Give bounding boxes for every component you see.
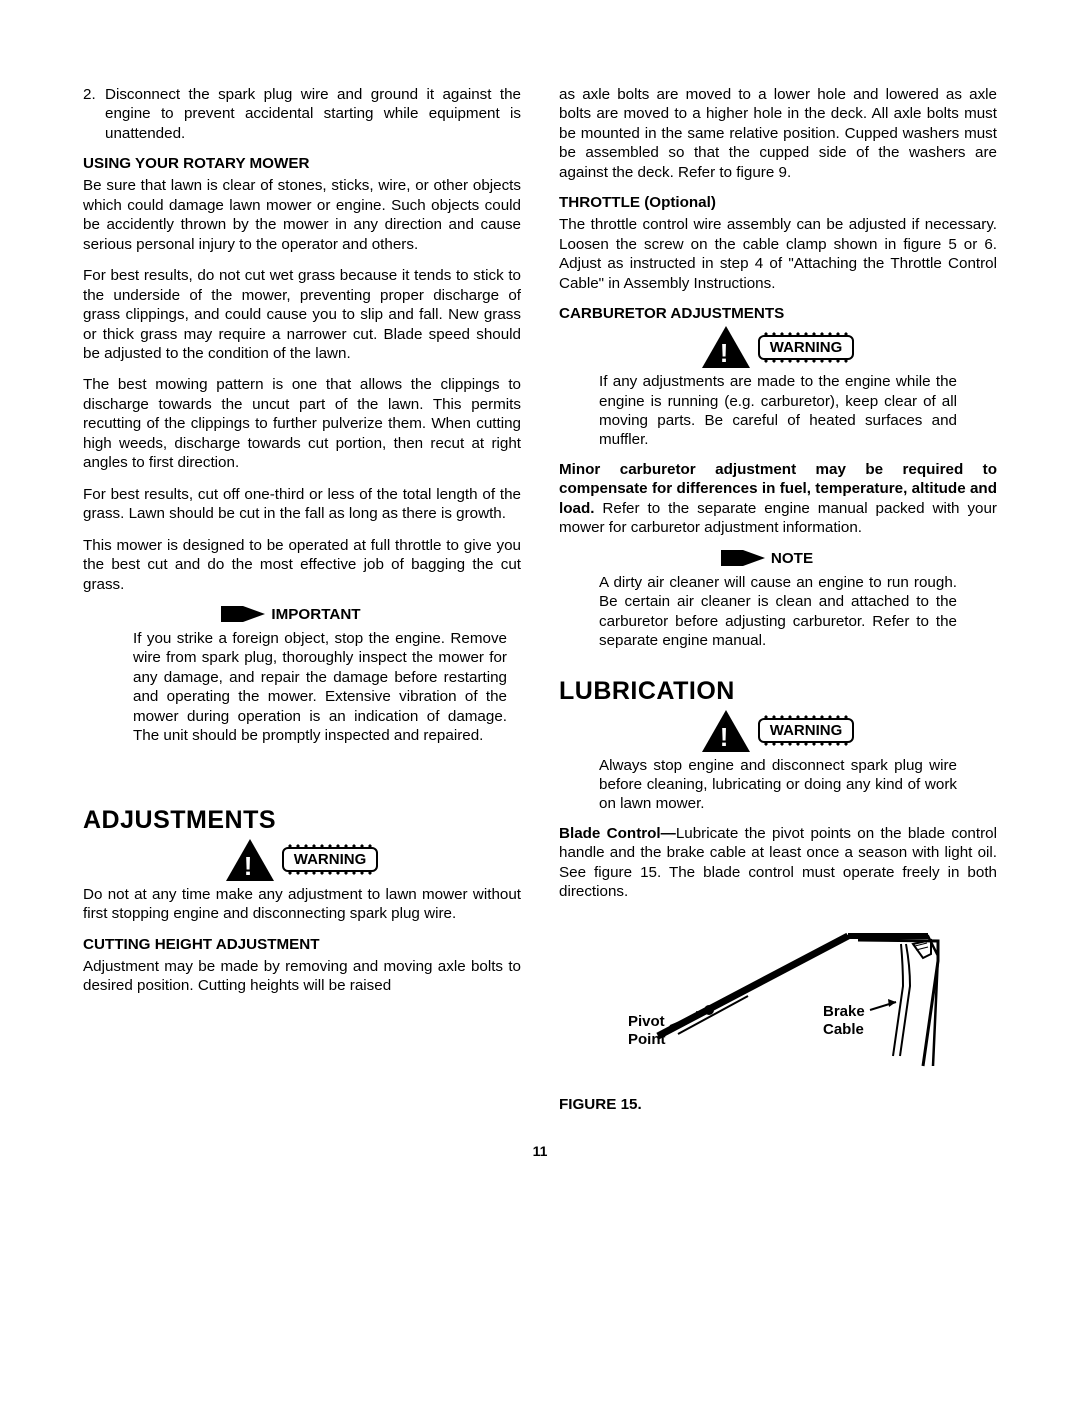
warning-banner: WARNING	[559, 710, 997, 752]
text: Refer to the separate engine manual pack…	[559, 500, 997, 536]
page-number: 11	[83, 1143, 997, 1159]
warning-banner: WARNING	[83, 839, 521, 881]
paragraph: Adjustment may be made by removing and m…	[83, 957, 521, 996]
svg-text:Brake: Brake	[823, 1003, 865, 1020]
warning-text: If any adjustments are made to the engin…	[599, 372, 957, 450]
heading-using: USING YOUR ROTARY MOWER	[83, 155, 521, 172]
heading-lubrication: LUBRICATION	[559, 677, 997, 706]
paragraph: The best mowing pattern is one that allo…	[83, 375, 521, 472]
warning-text: Do not at any time make any adjustment t…	[83, 885, 521, 924]
note-text: A dirty air cleaner will cause an engine…	[599, 573, 957, 651]
svg-text:Cable: Cable	[823, 1021, 864, 1038]
warning-label: WARNING	[758, 335, 855, 360]
svg-text:Point: Point	[628, 1031, 666, 1048]
paragraph: Be sure that lawn is clear of stones, st…	[83, 176, 521, 254]
heading-throttle: THROTTLE (Optional)	[559, 194, 997, 211]
important-callout: IMPORTANT	[83, 606, 521, 623]
heading-cutheight: CUTTING HEIGHT ADJUSTMENT	[83, 936, 521, 953]
note-label: NOTE	[771, 550, 813, 567]
paragraph: Minor carburetor adjustment may be requi…	[559, 460, 997, 538]
warning-triangle-icon	[702, 710, 750, 752]
list-text: Disconnect the spark plug wire and groun…	[105, 85, 521, 143]
arrow-icon	[743, 550, 765, 566]
warning-label: WARNING	[282, 847, 379, 872]
important-label: IMPORTANT	[271, 606, 360, 623]
paragraph: as axle bolts are moved to a lower hole …	[559, 85, 997, 182]
list-item: 2. Disconnect the spark plug wire and gr…	[83, 85, 521, 143]
paragraph: Blade Control—Lubricate the pivot points…	[559, 824, 997, 902]
paragraph: The throttle control wire assembly can b…	[559, 215, 997, 293]
warning-label: WARNING	[758, 718, 855, 743]
figure-15: Pivot Point Brake Cable	[559, 916, 997, 1086]
bold-text: Blade Control—	[559, 825, 676, 842]
warning-banner: WARNING	[559, 326, 997, 368]
warning-text: Always stop engine and disconnect spark …	[599, 756, 957, 814]
svg-text:Pivot: Pivot	[628, 1013, 665, 1030]
handle-diagram-icon: Pivot Point Brake Cable	[598, 916, 958, 1086]
paragraph: For best results, cut off one-third or l…	[83, 485, 521, 524]
list-number: 2.	[83, 85, 105, 143]
paragraph: This mower is designed to be operated at…	[83, 536, 521, 594]
important-text: If you strike a foreign object, stop the…	[133, 629, 507, 746]
paragraph: For best results, do not cut wet grass b…	[83, 266, 521, 363]
heading-carb: CARBURETOR ADJUSTMENTS	[559, 305, 997, 322]
warning-triangle-icon	[702, 326, 750, 368]
arrow-icon	[243, 606, 265, 622]
note-callout: NOTE	[559, 550, 997, 567]
warning-triangle-icon	[226, 839, 274, 881]
figure-caption: FIGURE 15.	[559, 1096, 997, 1113]
heading-adjustments: ADJUSTMENTS	[83, 806, 521, 835]
